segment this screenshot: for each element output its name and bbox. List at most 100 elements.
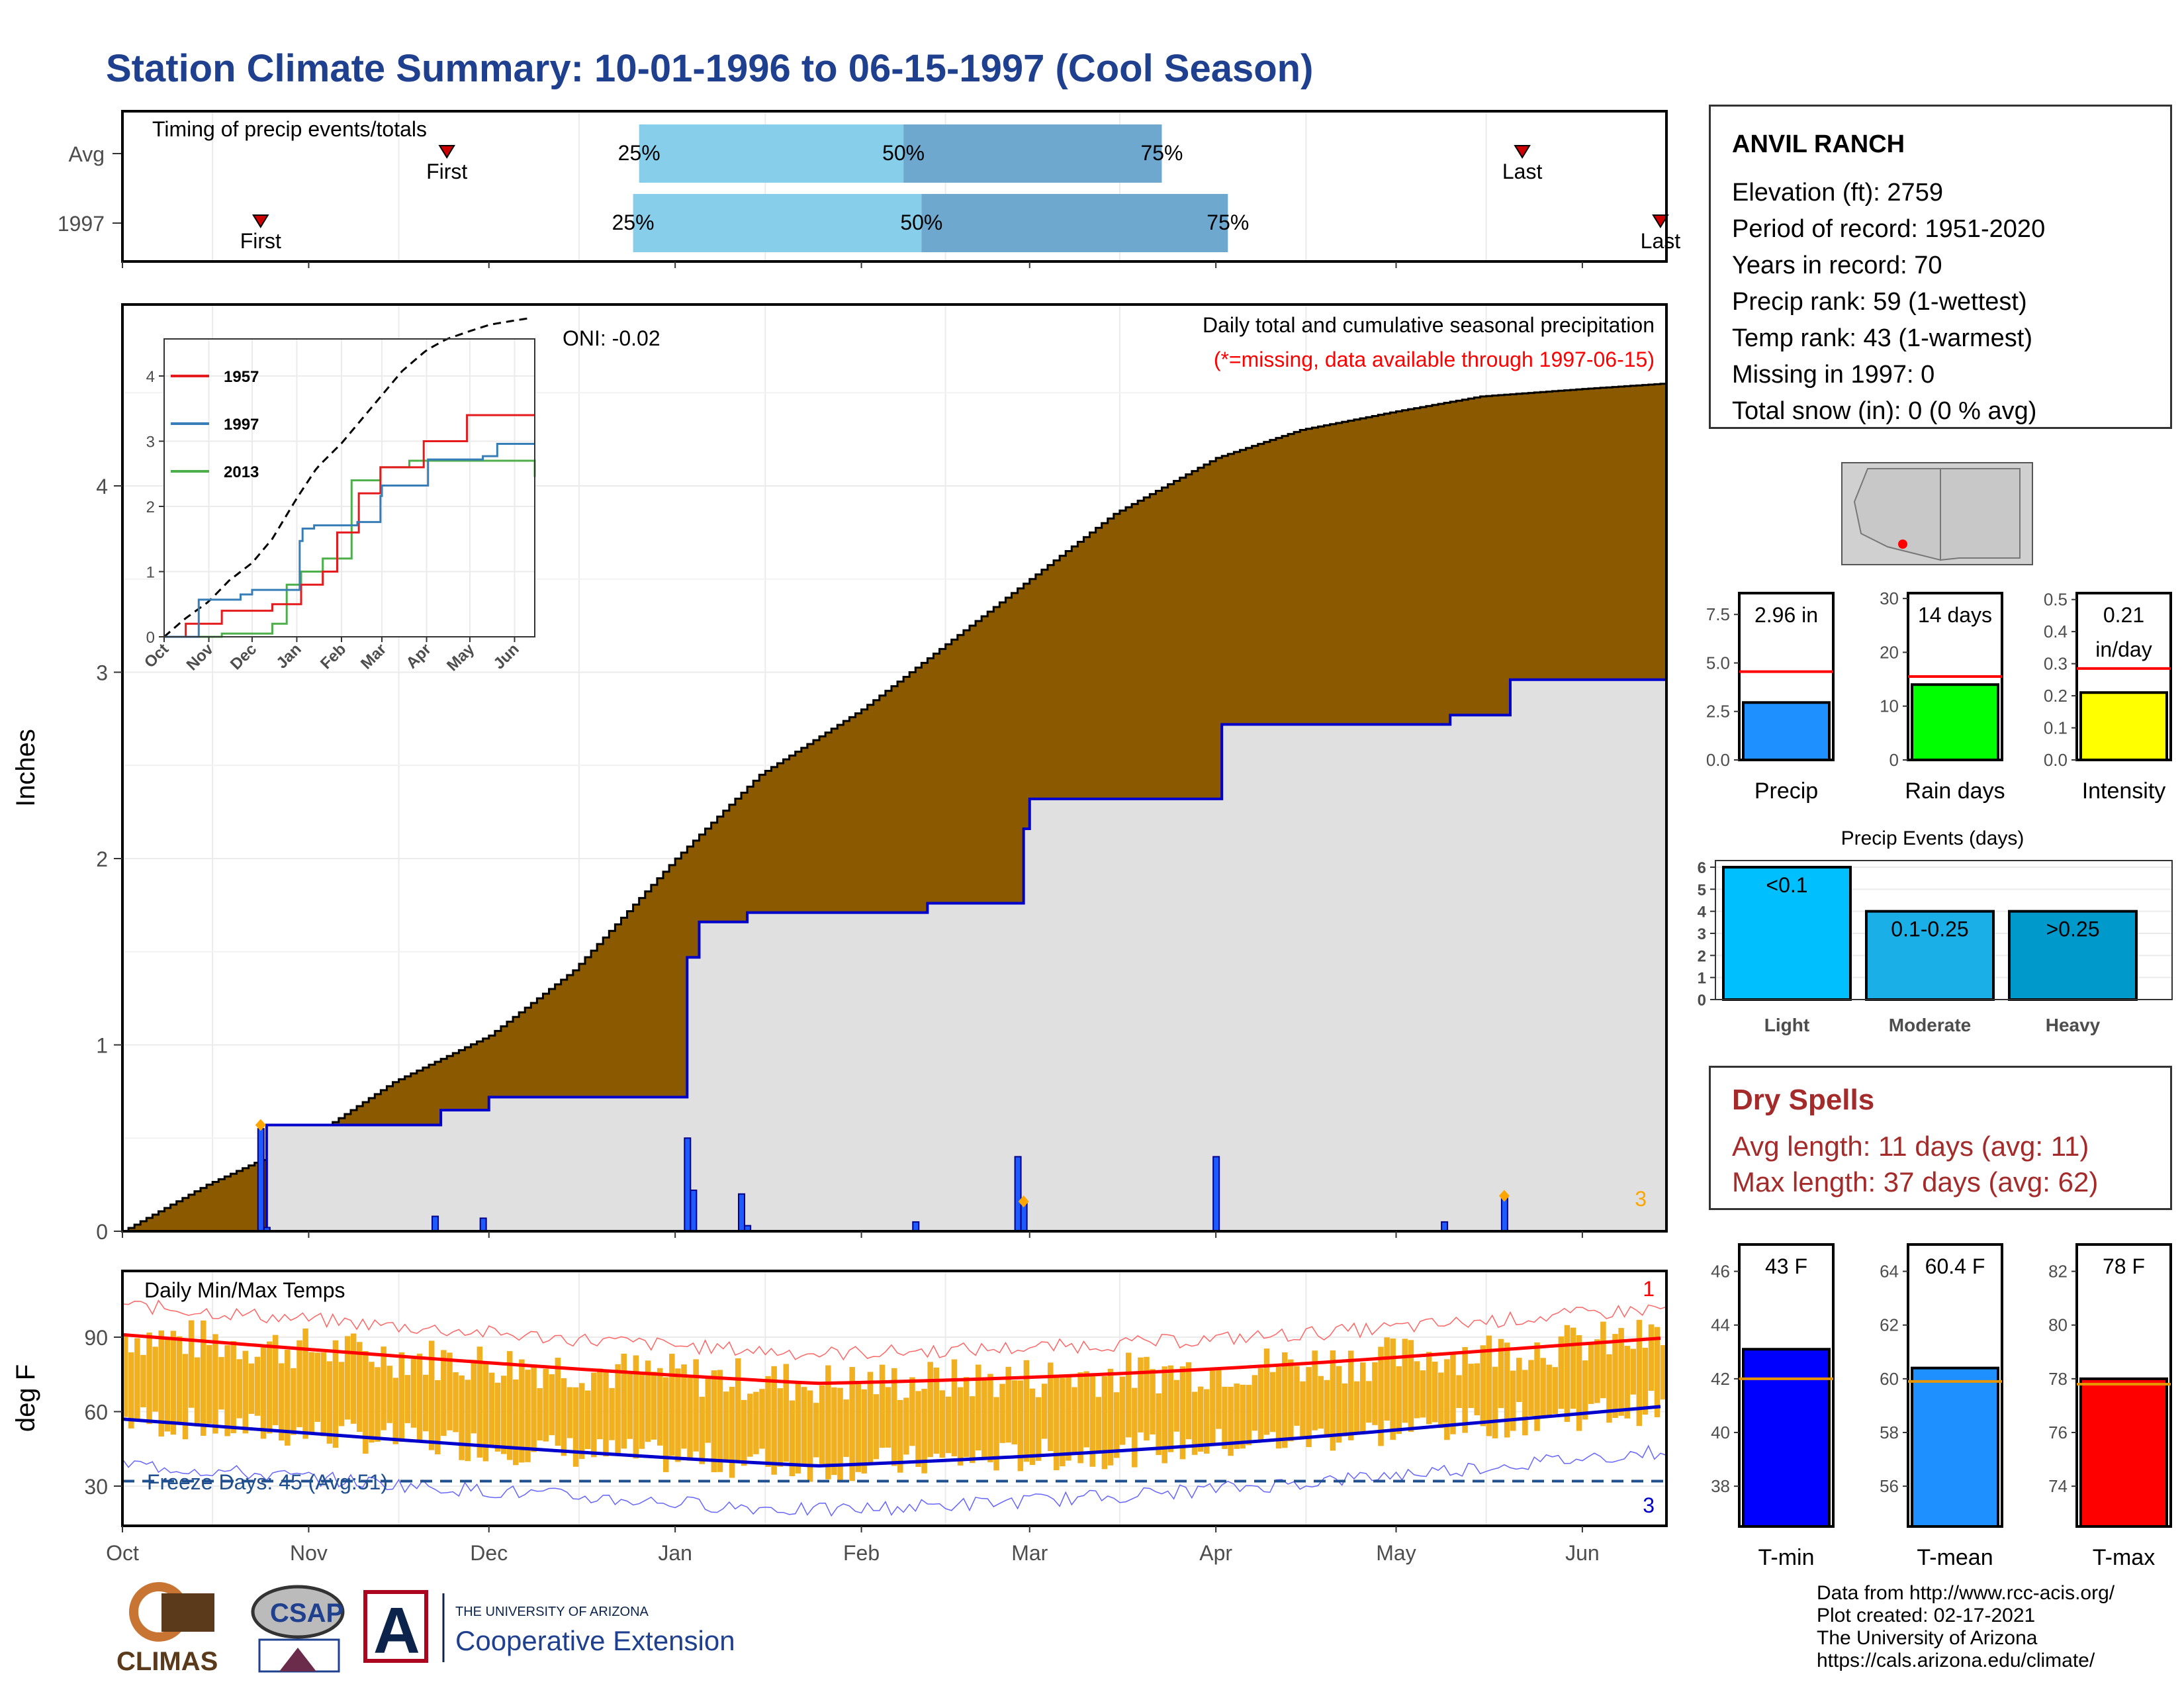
- temp-range-bar: [152, 1346, 158, 1412]
- temp-range-bar: [242, 1350, 249, 1434]
- mini-chart-bar: [2079, 691, 2168, 762]
- temp-range-bar: [1167, 1365, 1174, 1452]
- temp-range-bar: [404, 1375, 411, 1423]
- timing-row-label: 1997: [58, 212, 105, 236]
- temp-range-bar: [987, 1374, 993, 1463]
- temp-range-bar: [1438, 1372, 1444, 1429]
- temp-range-bar: [603, 1369, 609, 1457]
- station-info-line: Missing in 1997: 0: [1732, 361, 1935, 389]
- avg-max-line: [122, 1333, 1661, 1385]
- mini-chart-value: 0.21: [2103, 603, 2144, 627]
- temp-range-bar: [1150, 1369, 1156, 1434]
- events-category-label: Light: [1764, 1015, 1809, 1035]
- temp-range-bar: [224, 1345, 230, 1436]
- temp-summary-charts: 38 40 42 44 46 43 F T-min 56 58 60 62 64 60.4 F T-mea…: [1711, 1243, 2172, 1570]
- temp-range-bar: [1204, 1389, 1210, 1454]
- daily-precip-bar: [257, 1128, 265, 1233]
- temp-range-bar: [1636, 1319, 1643, 1427]
- temp-range-bar: [1618, 1328, 1624, 1416]
- mini-chart-ytick-label: 58: [1880, 1423, 1899, 1442]
- temp-range-bar: [170, 1331, 177, 1435]
- temp-range-bar: [218, 1357, 224, 1410]
- temp-range-bar: [921, 1389, 927, 1474]
- mini-chart-ytick-label: 0.0: [2044, 750, 2068, 770]
- mini-chart-ytick-label: 2.5: [1706, 702, 1730, 722]
- main-ytick-label: 3: [96, 661, 108, 685]
- temp-range-bar: [1654, 1327, 1661, 1417]
- temp-range-bar: [597, 1368, 603, 1440]
- temp-range-bar: [1125, 1352, 1132, 1438]
- temp-range-bar: [723, 1391, 729, 1460]
- temp-range-bar: [375, 1367, 381, 1442]
- temp-range-bar: [993, 1397, 999, 1471]
- temp-range-bar: [1222, 1386, 1228, 1449]
- temp-range-bar: [488, 1372, 495, 1447]
- temp-range-bar: [1353, 1381, 1360, 1434]
- mini-chart-ytick-label: 82: [2048, 1262, 2068, 1282]
- temp-range-bar: [1528, 1360, 1534, 1417]
- station-name: ANVIL RANCH: [1732, 130, 1905, 158]
- temp-range-bar: [1504, 1342, 1510, 1438]
- mini-chart-ytick-label: 62: [1880, 1315, 1899, 1335]
- temp-range-bar: [260, 1346, 267, 1439]
- daily-precip-bar: [432, 1215, 439, 1232]
- main-subtitle-missing: (*=missing, data available through 1997-…: [1214, 348, 1655, 371]
- precip-summary-charts: 0.0 2.5 5.0 7.5 2.96 in Precip 0 10 20 30 14 days R…: [1706, 588, 2172, 804]
- timing-bar-50-75: [921, 194, 1228, 252]
- csap-mountain-icon: [279, 1648, 316, 1671]
- temp-range-bar: [1101, 1376, 1108, 1470]
- temp-range-bar: [285, 1349, 291, 1446]
- temp-range-bar: [531, 1366, 537, 1452]
- station-info-line: Elevation (ft): 2759: [1732, 179, 1943, 207]
- temp-range-bar: [1600, 1321, 1606, 1399]
- daily-precip-bar: [479, 1217, 487, 1233]
- temp-range-bar: [837, 1387, 843, 1481]
- main-ytick-label: 2: [96, 847, 108, 871]
- mini-chart-ytick-label: 80: [2048, 1315, 2068, 1335]
- temp-range-bar: [302, 1328, 308, 1439]
- dry-spells-title: Dry Spells: [1732, 1084, 1875, 1116]
- temp-range-bar: [1246, 1385, 1252, 1446]
- mini-chart-ytick-label: 0: [1889, 750, 1899, 770]
- temp-range-bar: [266, 1341, 273, 1434]
- temp-range-bar: [795, 1383, 801, 1474]
- mini-chart-bar: [1911, 1366, 1999, 1528]
- temp-range-bar: [927, 1362, 933, 1458]
- main-corner-label: 3: [1635, 1187, 1647, 1211]
- main-ytick-label: 1: [96, 1034, 108, 1058]
- temp-range-bar: [867, 1372, 874, 1464]
- temp-range-bar: [567, 1387, 573, 1438]
- temp-range-bar: [1005, 1366, 1011, 1443]
- temp-xtick-label: Jan: [658, 1541, 692, 1565]
- temp-range-bar: [1041, 1383, 1048, 1439]
- temp-range-bar: [633, 1355, 639, 1459]
- events-bar-label: <0.1: [1766, 873, 1807, 897]
- flag-marker-icon: [255, 1119, 266, 1131]
- temp-range-bar: [693, 1359, 699, 1452]
- temp-range-bar: [369, 1362, 375, 1443]
- temp-range-bar: [1330, 1350, 1336, 1451]
- temp-range-bar: [1095, 1397, 1102, 1453]
- temp-range-bar: [1156, 1393, 1161, 1456]
- oni-label: ONI: -0.02: [563, 326, 660, 350]
- temp-range-bar: [1546, 1364, 1552, 1417]
- temp-range-bar: [1372, 1362, 1378, 1425]
- events-title: Precip Events (days): [1841, 827, 2025, 849]
- daily-precip-bar: [1212, 1156, 1220, 1233]
- mini-chart-bar: [1742, 701, 1831, 762]
- temp-range-bar: [783, 1364, 790, 1462]
- temp-range-bar: [416, 1353, 423, 1442]
- climas-logo: CLIMAS: [116, 1582, 218, 1676]
- temp-range-bar: [176, 1336, 183, 1424]
- temp-range-bar: [591, 1372, 597, 1458]
- temp-range-bar: [494, 1382, 501, 1452]
- temp-range-bar: [681, 1364, 687, 1449]
- mini-chart-ytick-label: 38: [1711, 1476, 1730, 1496]
- mini-chart-value: 2.96 in: [1754, 603, 1818, 627]
- temp-range-bar: [1023, 1360, 1030, 1462]
- temp-range-bar: [194, 1357, 201, 1427]
- footer-line: The University of Arizona: [1817, 1627, 2038, 1649]
- events-ytick-label: 4: [1698, 904, 1707, 921]
- temp-range-bar: [957, 1387, 964, 1466]
- temp-range-bar: [1035, 1397, 1042, 1461]
